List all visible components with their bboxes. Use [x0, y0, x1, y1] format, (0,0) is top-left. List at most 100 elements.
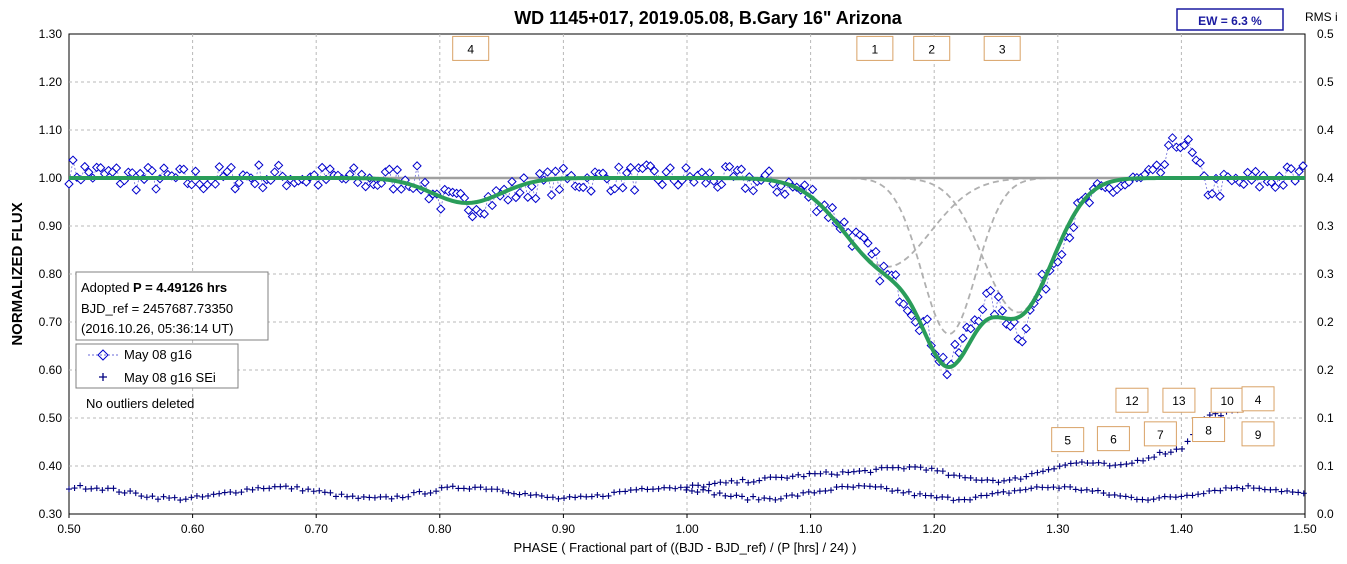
flux-point	[558, 163, 569, 173]
flux-point	[436, 204, 446, 214]
rms-upper-point	[1134, 457, 1141, 464]
rms-point	[700, 486, 707, 493]
flux-point	[1057, 249, 1067, 260]
flux-point	[958, 333, 968, 343]
rms-point	[616, 488, 623, 495]
y-tick-label: 1.10	[39, 123, 63, 137]
flux-point	[938, 352, 948, 363]
flux-point	[254, 160, 264, 170]
y2-tick-label: 0.1	[1317, 411, 1334, 425]
flux-point	[546, 190, 557, 200]
x-axis-ticks: 0.50 0.60 0.70 0.80 0.90 1.00 1.10 1.20 1.30 1.40…	[57, 514, 1317, 536]
rms-upper-point	[800, 473, 807, 480]
rms-point	[1106, 492, 1113, 499]
dip-label-box	[452, 35, 490, 61]
rms-point	[205, 492, 212, 499]
flux-point	[325, 164, 335, 174]
rms-upper-point	[734, 479, 741, 486]
rms-point	[772, 496, 779, 503]
rms-point	[460, 485, 467, 492]
rms-point	[1061, 483, 1068, 490]
rms-upper-point	[1067, 460, 1074, 467]
y2-axis-ticks: 0.0 0.1 0.1 0.2 0.2 0.3 0.3 0.4 0.4 0.5 0.5	[1317, 27, 1334, 521]
flux-point	[1021, 323, 1031, 334]
rms-point	[1133, 496, 1140, 503]
flux-point	[281, 180, 292, 191]
rms-point	[488, 486, 495, 493]
rms-upper-point	[1123, 461, 1130, 468]
y-axis-label: NORMALIZED FLUX	[9, 202, 26, 345]
flux-point	[95, 163, 106, 173]
flux-point	[313, 180, 323, 190]
x-tick-label: 0.60	[181, 522, 205, 536]
rms-point	[182, 496, 189, 503]
rms-point	[310, 488, 317, 495]
flux-point	[1207, 189, 1217, 199]
flux-point	[210, 179, 221, 189]
rms-upper-point	[1112, 462, 1119, 469]
flux-point	[376, 178, 387, 188]
rms-point	[522, 490, 529, 497]
rms-point	[104, 485, 111, 492]
rms-point	[827, 487, 834, 494]
rms-point	[210, 491, 217, 498]
rms-upper-point	[962, 474, 969, 481]
flux-point	[977, 304, 988, 315]
y-axis-ticks: 0.30 0.40 0.50 0.60 0.70 0.80 0.90 1.00 1.10 1.20…	[39, 27, 63, 521]
rms-upper-point	[784, 475, 791, 482]
rms-point	[472, 484, 479, 491]
rms-point	[783, 492, 790, 499]
flux-point	[665, 163, 675, 173]
flux-point	[578, 182, 588, 193]
rms-point	[227, 489, 234, 496]
rms-point	[477, 484, 484, 491]
dip-labels: 4 1 2 3	[452, 35, 1021, 61]
rms-point	[138, 493, 145, 500]
flux-point	[515, 187, 525, 198]
flux-point	[780, 189, 790, 199]
rms-point	[360, 493, 367, 500]
rms-upper-point	[1117, 461, 1124, 468]
rms-point	[1261, 486, 1268, 493]
flux-point	[226, 162, 236, 173]
rms-point	[755, 496, 762, 503]
dip-label-box	[856, 35, 894, 61]
rms-upper-point	[967, 474, 974, 481]
rms-point	[644, 486, 651, 493]
flux-point	[420, 177, 430, 188]
rms-upper-point	[978, 477, 985, 484]
rms-point	[505, 489, 512, 496]
rms-upper-point	[695, 482, 702, 489]
rms-upper-point	[984, 476, 991, 483]
flux-point	[807, 184, 818, 195]
flux-point	[1286, 164, 1296, 174]
rms-point	[1211, 487, 1218, 494]
rms-label-box	[1051, 427, 1085, 453]
flux-point	[716, 179, 727, 190]
rms-upper-point	[1001, 477, 1008, 484]
rms-point	[394, 493, 401, 500]
flux-point	[950, 339, 960, 350]
rms-point	[232, 489, 239, 496]
rms-upper-point	[828, 471, 835, 478]
rms-point	[878, 483, 885, 490]
rms-upper-point	[889, 464, 896, 471]
rms-point	[455, 485, 462, 492]
flux-point	[527, 181, 537, 192]
rms-point	[533, 491, 540, 498]
rms-point	[1272, 486, 1279, 493]
flux-point	[839, 217, 849, 227]
rms-point	[271, 483, 278, 490]
y-tick-label: 1.00	[39, 171, 63, 185]
rms-upper-point	[939, 468, 946, 475]
dip-label-1: 1	[872, 42, 879, 56]
rms-upper-point	[1173, 446, 1180, 453]
flux-point	[1195, 158, 1205, 168]
rms-point	[288, 485, 295, 492]
rms-upper-point	[706, 481, 713, 488]
rms-upper-point	[1028, 470, 1035, 477]
ew-box: EW = 6.3 %	[1176, 8, 1284, 31]
rms-point	[383, 493, 390, 500]
outlier-note: No outliers deleted	[86, 396, 194, 411]
